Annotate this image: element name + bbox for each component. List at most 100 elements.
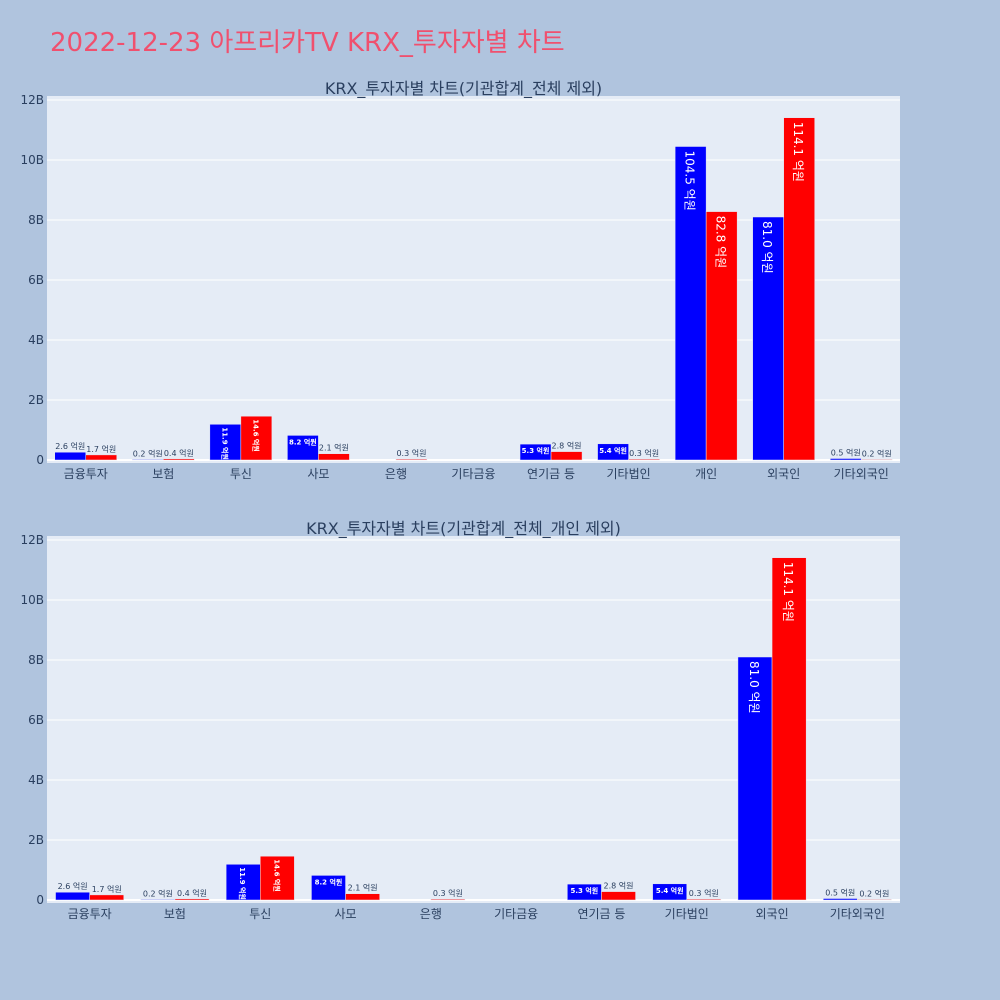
x-tick-label: 기타법인 [665,907,709,921]
bar-value-label: 11.9 억원 [220,427,229,460]
bar-sell [174,898,210,901]
bar-value-label: 0.2 억원 [859,888,889,898]
bar-value-label: 2.8 억원 [604,881,634,891]
chart-title: KRX_투자자별 차트(기관합계_전체 제외) [325,79,602,99]
y-tick-label: 2B [28,393,44,407]
bar-value-label: 81.0 억원 [747,661,761,714]
bar-value-label: 0.3 억원 [433,888,463,898]
bar-value-label: 1.7 억원 [92,884,122,894]
x-tick-label: 기타금융 [451,467,495,481]
bar-sell [783,117,815,461]
y-tick-label: 6B [28,273,44,287]
x-tick-label: 사모 [335,907,357,921]
x-tick-label: 보험 [152,467,174,481]
page-title: 2022-12-23 아프리카TV KRX_투자자별 차트 [50,28,565,58]
bar-value-label: 0.3 억원 [689,888,719,898]
bar-value-label: 2.6 억원 [55,441,85,451]
bar-value-label: 0.2 억원 [143,888,173,898]
y-tick-label: 12B [20,93,44,107]
bar-buy [597,443,629,461]
y-tick-label: 2B [28,833,44,847]
bar-value-label: 0.2 억원 [862,448,892,458]
bar-value-label: 114.1 억원 [781,562,795,622]
bar-value-label: 1.7 억원 [86,444,116,454]
x-tick-label: 개인 [695,467,717,481]
x-tick-label: 사모 [307,467,329,481]
x-tick-label: 기타법인 [607,467,651,481]
bar-buy [287,435,319,461]
bar-buy [652,883,688,901]
bar-value-label: 2.1 억원 [348,883,378,893]
x-tick-label: 외국인 [767,467,800,481]
bar-sell [163,458,195,461]
x-tick-label: 기타외국인 [834,467,889,481]
bar-sell [89,894,125,901]
x-tick-label: 투신 [230,467,252,481]
bar-value-label: 5.4 억원 [656,886,684,895]
bar-value-label: 0.3 억원 [629,448,659,458]
bar-sell [771,557,807,901]
y-tick-label: 0 [36,453,44,467]
x-tick-label: 연기금 등 [577,907,625,921]
bar-value-label: 14.6 억원 [272,859,281,892]
y-tick-label: 6B [28,713,44,727]
y-tick-label: 4B [28,333,44,347]
bar-sell [860,459,893,461]
bar-value-label: 0.4 억원 [164,448,194,458]
chart-bottom: 0 2B 4B 6B 8B 10B 12B KRX_투자자별 차트(기관합계_전체_개인 제외… [20,519,900,921]
y-tick-label: 8B [28,213,44,227]
bar-value-label: 2.1 억원 [319,443,349,453]
bar-value-label: 0.5 억원 [825,888,855,898]
bar-value-label: 82.8 억원 [714,216,728,269]
bar-value-label: 11.9 억원 [238,867,247,900]
y-tick-label: 10B [20,593,44,607]
bar-value-label: 114.1 억원 [791,122,805,182]
x-tick-label: 금융투자 [68,907,112,921]
bar-sell [601,891,636,901]
bar-value-label: 5.3 억원 [522,446,550,455]
bar-sell [240,415,273,461]
bar-buy [822,898,858,901]
bar-value-label: 104.5 억원 [683,151,697,211]
x-tick-label: 보험 [164,907,186,921]
bar-buy [752,216,784,461]
y-tick-label: 4B [28,773,44,787]
bar-value-label: 5.3 억원 [571,886,599,895]
bar-buy [140,899,176,901]
chart-title: KRX_투자자별 차트(기관합계_전체_개인 제외) [306,519,621,539]
bar-buy [674,146,707,461]
bar-buy [209,424,242,461]
bar-buy [55,891,90,901]
bar-value-label: 0.3 억원 [396,448,426,458]
bar-sell [857,899,892,901]
bar-value-label: 5.4 억원 [599,446,627,455]
bar-sell [550,451,583,461]
bar-sell [395,458,428,461]
y-tick-label: 10B [20,153,44,167]
bar-sell [430,898,466,901]
bar-value-label: 0.2 억원 [133,448,163,458]
x-tick-label: 연기금 등 [527,467,575,481]
x-tick-label: 은행 [420,906,442,921]
bar-sell [686,898,722,901]
x-tick-label: 기타외국인 [830,907,885,921]
bar-sell [628,458,660,461]
bar-value-label: 2.6 억원 [58,881,88,891]
y-tick-label: 8B [28,653,44,667]
bar-sell [260,855,295,901]
y-tick-label: 12B [20,533,44,547]
bar-value-label: 0.4 억원 [177,888,207,898]
bar-value-label: 0.5 억원 [831,448,861,458]
bar-sell [705,211,738,461]
x-tick-label: 투신 [249,907,271,921]
bar-value-label: 81.0 억원 [760,221,774,274]
bar-value-label: 8.2 억원 [315,877,343,886]
x-tick-label: 기타금융 [494,907,538,921]
bar-sell [318,453,350,461]
x-tick-label: 외국인 [755,907,788,921]
x-tick-label: 은행 [385,466,407,481]
y-tick-label: 0 [36,893,44,907]
bar-sell [85,454,118,461]
bar-sell [345,893,380,901]
bar-value-label: 14.6 억원 [251,419,260,452]
